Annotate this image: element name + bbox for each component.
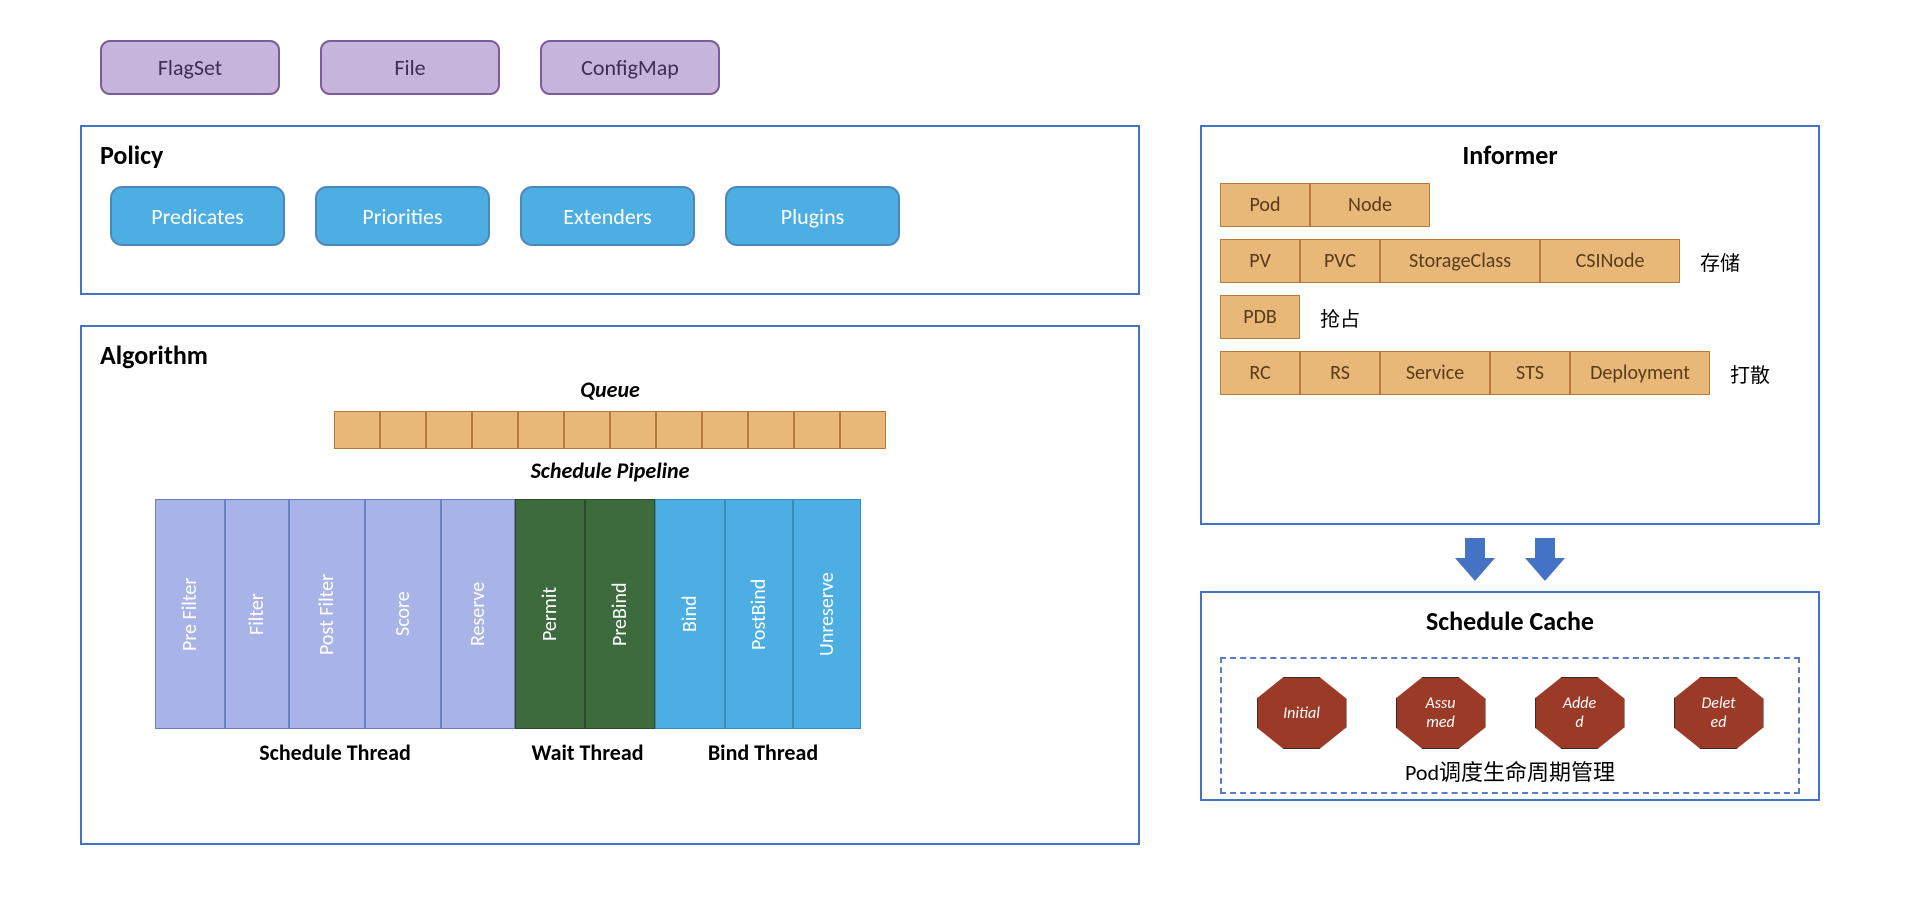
right-column: Informer PodNodePVPVCStorageClassCSINode… (1200, 125, 1820, 845)
left-column: Policy Predicates Priorities Extenders P… (80, 125, 1140, 845)
stage-unreserve: Unreserve (793, 499, 861, 729)
informer-node: Node (1310, 183, 1430, 227)
policy-extenders: Extenders (520, 186, 695, 246)
arrows-down (1200, 533, 1820, 583)
source-file: File (320, 40, 500, 95)
stage-pre-filter: Pre Filter (155, 499, 225, 729)
informer-pdb: PDB (1220, 295, 1300, 339)
informer-deployment: Deployment (1570, 351, 1710, 395)
informer-rc: RC (1220, 351, 1300, 395)
queue-cell (380, 411, 426, 449)
informer-row: RCRSServiceSTSDeployment 打散 (1220, 351, 1800, 395)
policy-predicates: Predicates (110, 186, 285, 246)
arrow-down-icon (1450, 533, 1500, 583)
queue-cell (426, 411, 472, 449)
informer-box: Informer PodNodePVPVCStorageClassCSINode… (1200, 125, 1820, 525)
pipeline-label: Schedule Pipeline (100, 457, 1120, 484)
informer-row: PVPVCStorageClassCSINode 存储 (1220, 239, 1800, 283)
pipeline-row: Pre FilterFilterPost FilterScoreReserveP… (155, 499, 1120, 729)
queue-cell (564, 411, 610, 449)
queue-cell (472, 411, 518, 449)
source-configmap: ConfigMap (540, 40, 720, 95)
queue-label: Queue (100, 376, 1120, 403)
queue-cell (334, 411, 380, 449)
lifecycle-caption: Pod调度生命周期管理 (1232, 755, 1788, 787)
informer-service: Service (1380, 351, 1490, 395)
informer-row: PDB 抢占 (1220, 295, 1800, 339)
informer-side-label: 抢占 (1320, 303, 1360, 332)
lifecycle-state: Assumed (1396, 677, 1486, 749)
informer-side-label: 存储 (1700, 247, 1740, 276)
informer-pv: PV (1220, 239, 1300, 283)
policy-title: Policy (100, 139, 1120, 171)
queue-cell (610, 411, 656, 449)
stage-permit: Permit (515, 499, 585, 729)
algorithm-title: Algorithm (100, 339, 1120, 371)
informer-sts: STS (1490, 351, 1570, 395)
queue-cell (748, 411, 794, 449)
algorithm-box: Algorithm Queue Schedule Pipeline Pre Fi… (80, 325, 1140, 845)
schedule-cache-title: Schedule Cache (1220, 605, 1800, 637)
config-sources-row: FlagSet File ConfigMap (100, 40, 1840, 95)
stage-postbind: PostBind (725, 499, 793, 729)
queue-row (100, 411, 1120, 449)
queue-cell (518, 411, 564, 449)
lifecycle-state: Added (1535, 677, 1625, 749)
queue-cell (656, 411, 702, 449)
policy-box: Policy Predicates Priorities Extenders P… (80, 125, 1140, 295)
policy-plugins: Plugins (725, 186, 900, 246)
wait-thread-label: Wait Thread (515, 739, 660, 766)
source-flagset: FlagSet (100, 40, 280, 95)
informer-pvc: PVC (1300, 239, 1380, 283)
policy-items: Predicates Priorities Extenders Plugins (110, 186, 1120, 246)
informer-storageclass: StorageClass (1380, 239, 1540, 283)
arrow-down-icon (1520, 533, 1570, 583)
stage-filter: Filter (225, 499, 289, 729)
informer-csinode: CSINode (1540, 239, 1680, 283)
schedule-cache-box: Schedule Cache Initial Assumed Added Delete… (1200, 591, 1820, 801)
thread-labels: Schedule Thread Wait Thread Bind Thread (155, 739, 1120, 766)
queue-cell (840, 411, 886, 449)
policy-priorities: Priorities (315, 186, 490, 246)
lifecycle-states: Initial Assumed Added Deleted (1232, 677, 1788, 749)
lifecycle-state: Deleted (1674, 677, 1764, 749)
informer-pod: Pod (1220, 183, 1310, 227)
informer-row: PodNode (1220, 183, 1800, 227)
stage-prebind: PreBind (585, 499, 655, 729)
main-row: Policy Predicates Priorities Extenders P… (80, 125, 1840, 845)
informer-rows: PodNodePVPVCStorageClassCSINode存储PDB抢占RC… (1220, 183, 1800, 395)
schedule-thread-label: Schedule Thread (155, 739, 515, 766)
queue-cell (702, 411, 748, 449)
stage-reserve: Reserve (441, 499, 515, 729)
stage-post-filter: Post Filter (289, 499, 365, 729)
stage-bind: Bind (655, 499, 725, 729)
bind-thread-label: Bind Thread (660, 739, 866, 766)
informer-rs: RS (1300, 351, 1380, 395)
informer-side-label: 打散 (1730, 359, 1770, 388)
lifecycle-state: Initial (1257, 677, 1347, 749)
lifecycle-area: Initial Assumed Added Deleted Pod调度生命周期管理 (1220, 657, 1800, 794)
stage-score: Score (365, 499, 441, 729)
queue-cell (794, 411, 840, 449)
informer-title: Informer (1220, 139, 1800, 171)
